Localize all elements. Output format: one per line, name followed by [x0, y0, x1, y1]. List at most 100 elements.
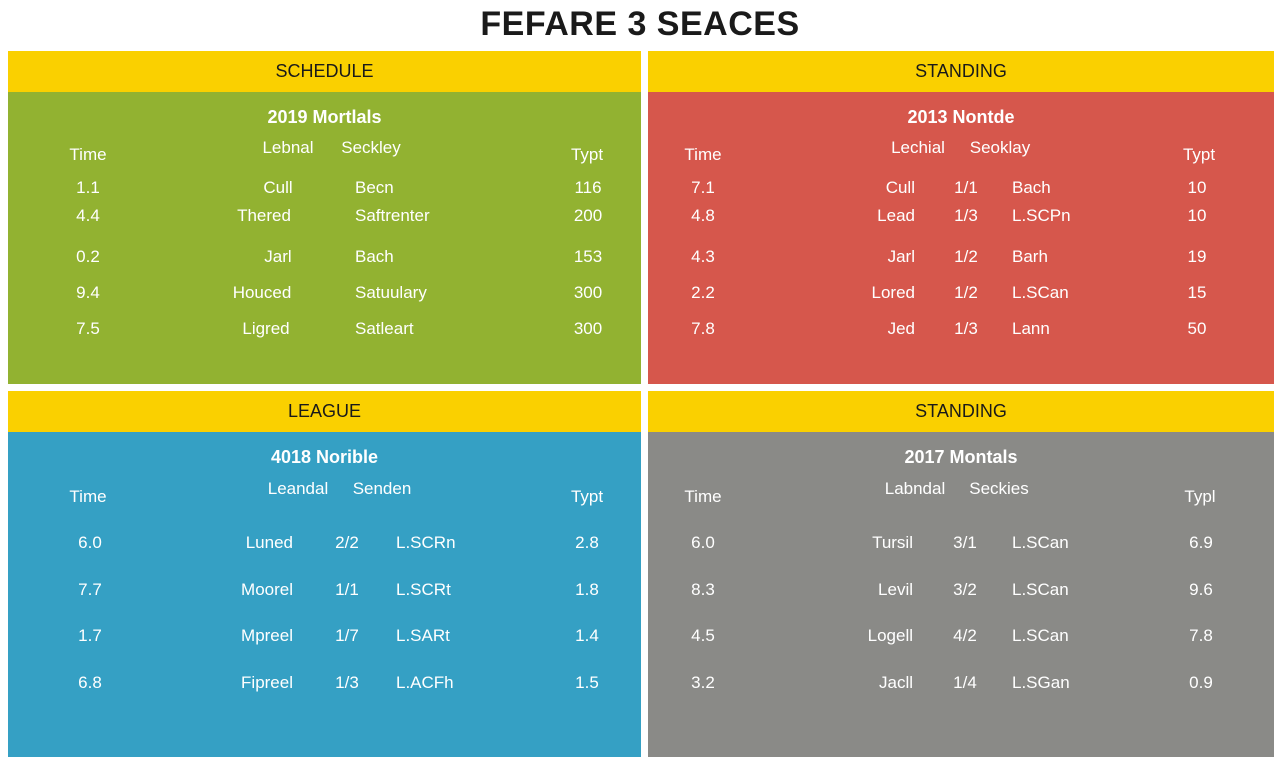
cell-time: 7.5 — [76, 319, 100, 338]
cell-name: Logell — [867, 626, 913, 645]
cell-time: 9.4 — [76, 283, 100, 302]
league-panel: LEAGUE 4018 Norible Time Leandal Senden … — [8, 391, 641, 757]
cell-detail: L.ACFh — [396, 673, 454, 692]
cell-time: 4.8 — [691, 206, 715, 225]
cell-name: Lead — [877, 206, 915, 225]
cell-detail: Satuulary — [355, 283, 427, 302]
cell-name: Cull — [885, 178, 915, 197]
cell-time: 4.5 — [691, 626, 715, 645]
column-header-detail: Senden — [352, 479, 412, 498]
cell-name: Cull — [263, 178, 293, 197]
cell-value: 0.9 — [1189, 673, 1213, 692]
column-header-name: Lebnal — [262, 138, 314, 157]
cell-detail: L.SARt — [396, 626, 450, 645]
cell-value: 15 — [1187, 283, 1207, 302]
cell-detail: L.SGan — [1012, 673, 1070, 692]
cell-value: 6.9 — [1189, 533, 1213, 552]
standing-panel-2: STANDING 2017 Montals Time Labndal Secki… — [648, 391, 1274, 757]
cell-score: 1/3 — [954, 319, 978, 338]
cell-name: Ligred — [242, 319, 290, 338]
cell-time: 7.7 — [78, 580, 102, 599]
cell-name: Jarl — [887, 247, 915, 266]
cell-score: 1/2 — [954, 283, 978, 302]
panel-body: 4018 Norible Time Leandal Senden Typt 6.… — [8, 432, 641, 757]
column-header-time: Time — [69, 487, 107, 506]
panel-subtitle: 2013 Nontde — [907, 107, 1015, 127]
cell-score: 3/1 — [953, 533, 977, 552]
column-header-value: Typt — [1182, 145, 1216, 164]
cell-detail: L.SCan — [1012, 283, 1069, 302]
page-title: FEFARE 3 SEACES — [480, 5, 800, 43]
panel-header: STANDING — [648, 51, 1274, 92]
cell-time: 4.4 — [76, 206, 100, 225]
cell-score: 1/4 — [953, 673, 977, 692]
column-header-detail: Seckley — [341, 138, 401, 157]
cell-value: 7.8 — [1189, 626, 1213, 645]
cell-time: 6.0 — [691, 533, 715, 552]
schedule-panel: SCHEDULE 2019 Mortlals Time Lebnal Seckl… — [8, 51, 641, 384]
column-header-detail: Seoklay — [969, 138, 1031, 157]
cell-detail: Bach — [1012, 178, 1051, 197]
cell-value: 9.6 — [1189, 580, 1213, 599]
cell-time: 1.7 — [78, 626, 102, 645]
column-header-name: Leandal — [267, 479, 329, 498]
cell-value: 50 — [1187, 319, 1207, 338]
cell-detail: L.SCRn — [396, 533, 456, 552]
cell-value: 1.4 — [575, 626, 599, 645]
panel-body: 2019 Mortlals Time Lebnal Seckley Typt 1… — [8, 92, 641, 384]
cell-detail: Saftrenter — [355, 206, 430, 225]
cell-value: 10 — [1187, 206, 1207, 225]
cell-time: 7.8 — [691, 319, 715, 338]
cell-name: Levil — [878, 580, 913, 599]
panel-body: 2017 Montals Time Labndal Seckies Typl 6… — [648, 432, 1274, 757]
cell-name: Jed — [887, 319, 915, 338]
cell-time: 2.2 — [691, 283, 715, 302]
cell-time: 6.8 — [78, 673, 102, 692]
cell-detail: Lann — [1012, 319, 1050, 338]
cell-name: Moorel — [241, 580, 293, 599]
panel-body: 2013 Nontde Time Lechial Seoklay Typt 7.… — [648, 92, 1274, 384]
column-header-value: Typl — [1184, 487, 1216, 506]
cell-score: 1/1 — [335, 580, 359, 599]
cell-time: 0.2 — [76, 247, 100, 266]
cell-time: 4.3 — [691, 247, 715, 266]
cell-detail: Bach — [355, 247, 394, 266]
column-header-name: Labndal — [884, 479, 946, 498]
column-header-value: Typt — [570, 145, 604, 164]
cell-detail: Becn — [355, 178, 394, 197]
cell-name: Lored — [871, 283, 915, 302]
cell-score: 1/2 — [954, 247, 978, 266]
cell-score: 1/3 — [335, 673, 359, 692]
cell-score: 3/2 — [953, 580, 977, 599]
column-header-name: Lechial — [891, 138, 945, 157]
cell-time: 8.3 — [691, 580, 715, 599]
cell-time: 7.1 — [691, 178, 715, 197]
cell-name: Jarl — [264, 247, 292, 266]
cell-name: Luned — [245, 533, 293, 552]
cell-value: 2.8 — [575, 533, 599, 552]
cell-name: Jacll — [878, 673, 913, 692]
cell-name: Tursil — [872, 533, 913, 552]
cell-name: Fipreel — [241, 673, 293, 692]
cell-score: 1/7 — [335, 626, 359, 645]
cell-value: 10 — [1187, 178, 1207, 197]
cell-detail: L.SCan — [1012, 626, 1069, 645]
cell-score: 1/1 — [954, 178, 978, 197]
panel-header: SCHEDULE — [8, 51, 641, 92]
column-header-time: Time — [684, 145, 722, 164]
cell-detail: L.SCRt — [396, 580, 451, 599]
cell-score: 4/2 — [953, 626, 977, 645]
cell-score: 2/2 — [335, 533, 359, 552]
cell-value: 300 — [573, 319, 603, 338]
column-header-value: Typt — [570, 487, 604, 506]
cell-name: Mpreel — [241, 626, 293, 645]
cell-time: 1.1 — [76, 178, 100, 197]
standing-panel: STANDING 2013 Nontde Time Lechial Seokla… — [648, 51, 1274, 384]
cell-time: 6.0 — [78, 533, 102, 552]
cell-detail: L.SCan — [1012, 580, 1069, 599]
panel-subtitle: 4018 Norible — [270, 447, 379, 467]
cell-value: 1.5 — [575, 673, 599, 692]
cell-detail: Barh — [1012, 247, 1048, 266]
panel-subtitle: 2017 Montals — [904, 447, 1018, 467]
panel-header: STANDING — [648, 391, 1274, 432]
